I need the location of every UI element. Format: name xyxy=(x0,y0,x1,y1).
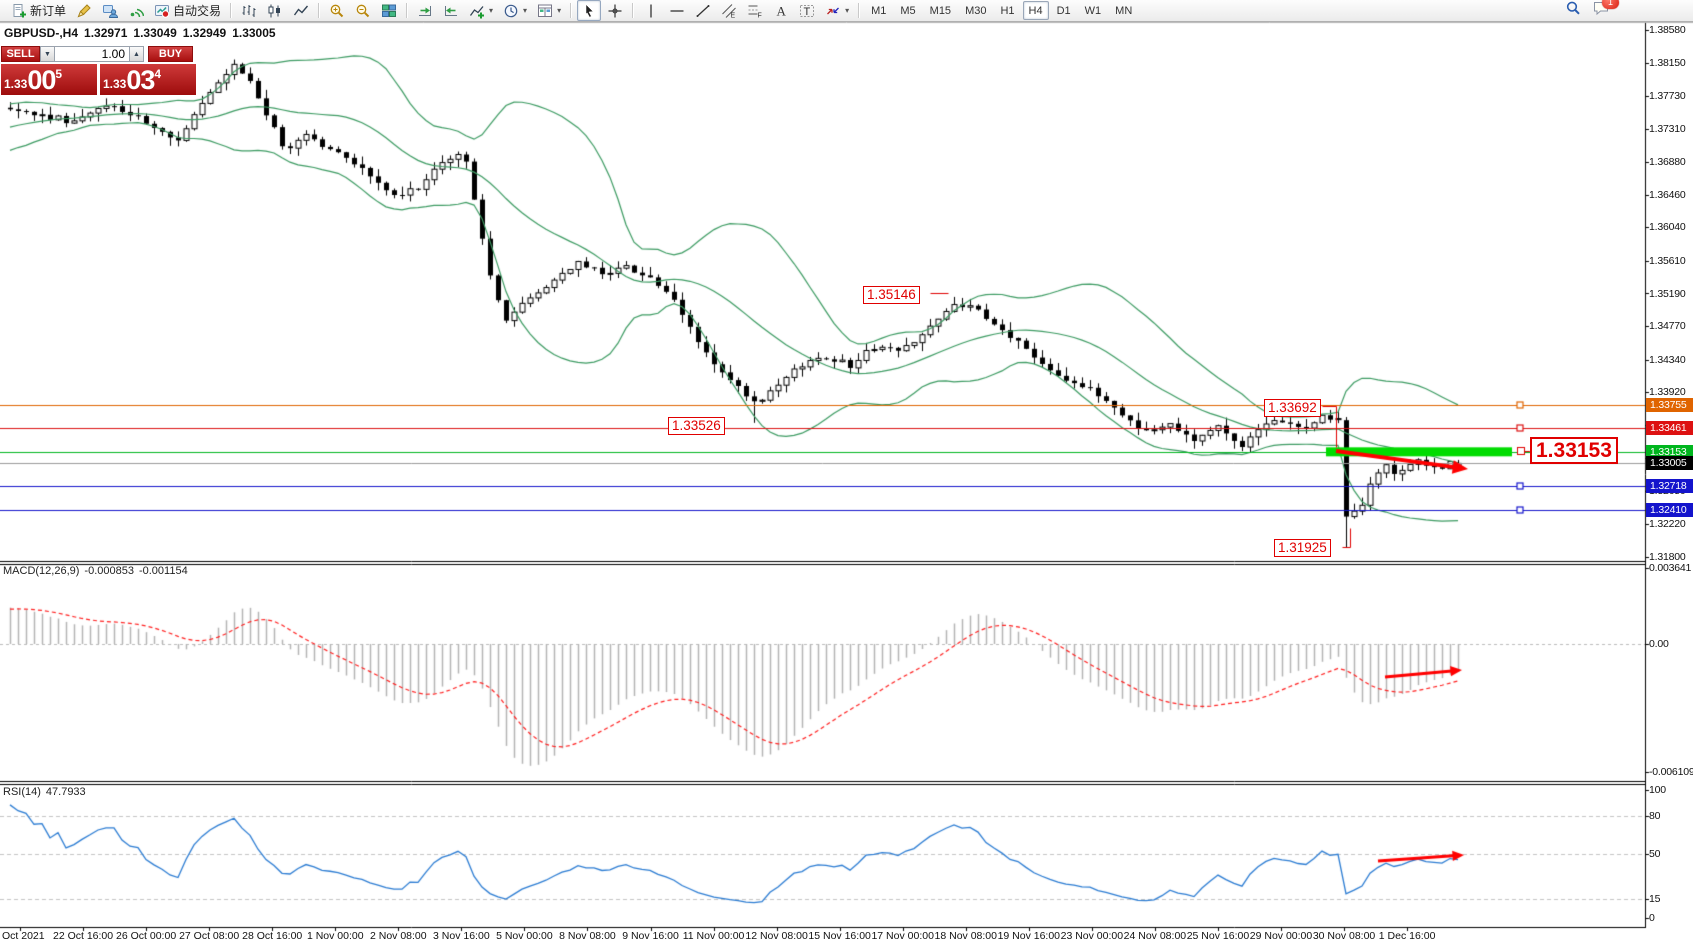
indicator-add-icon xyxy=(470,5,485,18)
buy-price-display[interactable]: 1.33 03 4 xyxy=(100,64,196,95)
chevron-down-icon: ▾ xyxy=(557,6,562,15)
tile-windows-button[interactable] xyxy=(377,0,401,21)
toolbar-separator xyxy=(318,3,321,18)
fibonacci-button[interactable]: F xyxy=(743,0,767,21)
main-toolbar: 新订单 自动交易 ▾ ▾ ▾ E F A T ▾ M1 M5 M15 M30 H1 H4 D1 W1 MN 1 xyxy=(0,0,1693,22)
timeframe-d1-button[interactable]: D1 xyxy=(1056,4,1071,17)
tiles-icon xyxy=(382,4,397,17)
textA-icon: A xyxy=(777,3,787,18)
horizontal-line-button[interactable] xyxy=(665,0,689,21)
vps-button[interactable] xyxy=(98,0,122,21)
signals-button[interactable] xyxy=(124,0,148,21)
cursor-icon xyxy=(585,3,594,18)
volume-decrease-button[interactable]: ▼ xyxy=(40,46,55,62)
timeframe-m30-button[interactable]: M30 xyxy=(965,4,987,17)
autotrading-button-label: 自动交易 xyxy=(173,4,222,18)
auto-scroll-button[interactable] xyxy=(413,0,437,21)
trend-icon xyxy=(696,4,710,17)
svg-text:F: F xyxy=(758,12,762,19)
clock-icon xyxy=(504,4,518,17)
toolbar-separator xyxy=(632,3,635,18)
vps-icon xyxy=(103,4,119,18)
hline-icon xyxy=(670,9,684,12)
indicators-button[interactable]: ▾ xyxy=(465,0,497,21)
toolbar-separator xyxy=(570,3,573,18)
toolbar-separator xyxy=(858,3,861,18)
crosshair-button[interactable] xyxy=(603,0,627,21)
one-click-trade-panel: SELL ▼ ▲ BUY 1.33 00 5 1.33 03 4 xyxy=(1,46,197,95)
line-chart-button[interactable] xyxy=(289,0,313,21)
zoom-out-icon xyxy=(356,4,370,17)
shapes-button[interactable]: ▾ xyxy=(821,0,853,21)
trendline-button[interactable] xyxy=(691,0,715,21)
buy-big-figure: 1.33 xyxy=(103,77,127,91)
svg-text:T: T xyxy=(804,6,811,18)
equidistant-channel-button[interactable]: E xyxy=(717,0,741,21)
brush-icon xyxy=(77,3,91,17)
autotrading-button[interactable]: 自动交易 xyxy=(150,0,225,21)
crosshair-icon xyxy=(608,4,622,17)
toolbar-separator xyxy=(230,3,233,18)
shapes-icon xyxy=(827,7,840,14)
textT-icon: T xyxy=(800,4,815,18)
autotrade-icon xyxy=(155,4,170,18)
sell-button[interactable]: SELL xyxy=(1,46,40,62)
search-button[interactable] xyxy=(1565,0,1581,21)
text-label-button[interactable]: T xyxy=(795,0,819,21)
timeframe-m5-button[interactable]: M5 xyxy=(900,4,916,17)
bar-chart-button[interactable] xyxy=(237,0,261,21)
templates-button[interactable]: ▾ xyxy=(533,0,565,21)
sell-price-display[interactable]: 1.33 00 5 xyxy=(1,64,97,95)
periods-button[interactable]: ▾ xyxy=(499,0,531,21)
timeframe-h1-button[interactable]: H1 xyxy=(1000,4,1015,17)
new-order-button[interactable]: 新订单 xyxy=(7,0,70,21)
chevron-down-icon: ▾ xyxy=(523,6,528,15)
sell-pipette: 5 xyxy=(55,67,63,81)
notifications-button[interactable]: 1 xyxy=(1593,0,1619,21)
volume-input[interactable] xyxy=(55,46,129,62)
volume-increase-button[interactable]: ▲ xyxy=(129,46,144,62)
toolbar-right-group: 1 xyxy=(1565,0,1693,21)
cursor-button[interactable] xyxy=(577,0,602,21)
buy-button[interactable]: BUY xyxy=(148,46,193,62)
scroll-end-icon xyxy=(419,5,432,16)
fibo-icon: F xyxy=(748,5,762,19)
timeframe-h4-button[interactable]: H4 xyxy=(1022,1,1049,20)
buy-pipette: 4 xyxy=(154,67,162,81)
chevron-down-icon: ▾ xyxy=(489,6,494,15)
doc-plus-icon xyxy=(13,3,26,17)
zoom-in-button[interactable] xyxy=(325,0,349,21)
shift-icon xyxy=(445,5,458,16)
sell-big-figure: 1.33 xyxy=(4,77,28,91)
zoom-out-button[interactable] xyxy=(351,0,375,21)
signal-icon xyxy=(130,8,145,17)
template-icon xyxy=(538,4,553,17)
candles-icon xyxy=(268,4,281,17)
timeframe-m15-button[interactable]: M15 xyxy=(929,4,952,17)
toolbar-separator xyxy=(406,3,409,18)
svg-text:E: E xyxy=(731,12,736,19)
buy-pips: 03 xyxy=(126,65,155,95)
sell-pips: 00 xyxy=(27,65,56,95)
vertical-line-button[interactable] xyxy=(639,0,663,21)
timeframe-m1-button[interactable]: M1 xyxy=(871,4,887,17)
vline-icon xyxy=(650,4,652,17)
notification-badge: 1 xyxy=(1602,0,1619,9)
zoom-in-icon xyxy=(330,4,344,17)
timeframe-w1-button[interactable]: W1 xyxy=(1084,4,1102,17)
timeframe-mn-button[interactable]: MN xyxy=(1115,4,1133,17)
linechart-icon xyxy=(293,5,309,15)
search-icon xyxy=(1566,1,1580,15)
bars-icon xyxy=(242,4,256,17)
candlestick-chart-button[interactable] xyxy=(263,0,287,21)
channel-icon: E xyxy=(722,3,736,19)
new-order-button-label: 新订单 xyxy=(30,4,67,18)
svg-text:A: A xyxy=(777,3,787,18)
text-button[interactable]: A xyxy=(769,0,793,21)
chart-shift-button[interactable] xyxy=(439,0,463,21)
brush-button[interactable] xyxy=(72,0,96,21)
chevron-down-icon: ▾ xyxy=(845,6,850,15)
